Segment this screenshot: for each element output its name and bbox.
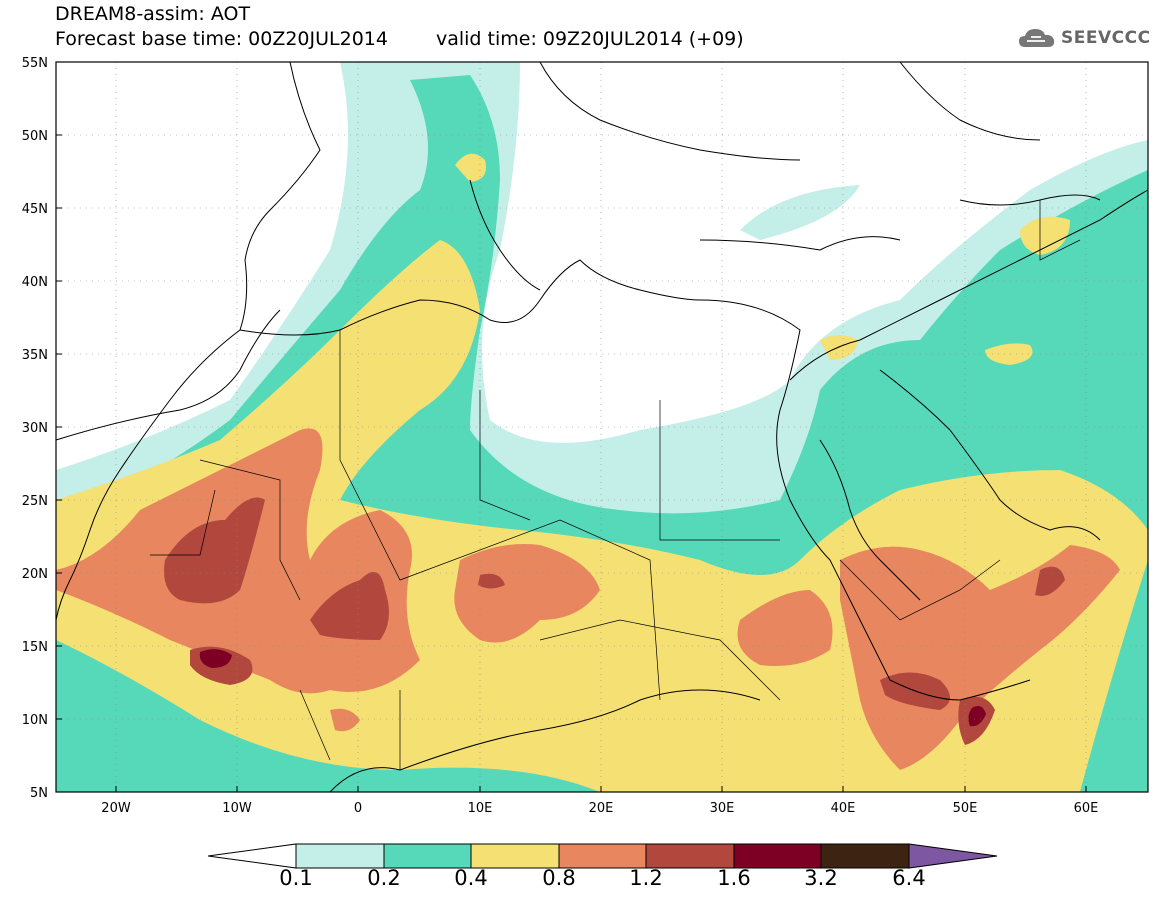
colorbar-segment bbox=[733, 843, 822, 869]
lon-label: 30E bbox=[710, 801, 735, 816]
lon-label: 10E bbox=[468, 801, 493, 816]
lat-label: 35N bbox=[22, 348, 48, 363]
lon-label: 40E bbox=[831, 801, 856, 816]
lon-labels: 20W 10W 0 10E 20E 30E 40E 50E 60E bbox=[101, 801, 1098, 816]
lon-label: 20E bbox=[589, 801, 614, 816]
colorbar-low-arrow bbox=[207, 843, 297, 869]
lat-label: 25N bbox=[22, 494, 48, 509]
lat-label: 10N bbox=[22, 713, 48, 728]
colorbar-segment bbox=[383, 843, 472, 869]
aot-band-1.6 bbox=[199, 649, 986, 727]
graticule bbox=[56, 62, 1148, 792]
colorbar-label: 6.4 bbox=[892, 866, 926, 890]
logo-text: SEEVCCC bbox=[1061, 28, 1151, 48]
map-title: DREAM8-assim: AOT bbox=[55, 3, 251, 25]
colorbar-label: 3.2 bbox=[804, 866, 838, 890]
colorbar-label: 0.2 bbox=[367, 866, 401, 890]
colorbar-segment bbox=[558, 843, 647, 869]
lon-label: 60E bbox=[1074, 801, 1099, 816]
lon-label: 50E bbox=[953, 801, 978, 816]
base-time: Forecast base time: 00Z20JUL2014 bbox=[55, 28, 388, 50]
colorbar-label: 0.8 bbox=[542, 866, 576, 890]
colorbar-label: 0.4 bbox=[454, 866, 488, 890]
cloud-icon bbox=[1019, 29, 1055, 47]
lat-label: 30N bbox=[22, 421, 48, 436]
lon-label: 20W bbox=[101, 801, 131, 816]
colorbar-label: 0.1 bbox=[279, 866, 313, 890]
colorbar bbox=[207, 843, 998, 869]
colorbar-segment bbox=[645, 843, 735, 869]
lon-label: 0 bbox=[354, 801, 362, 816]
lat-label: 50N bbox=[22, 129, 48, 144]
colorbar-label: 1.2 bbox=[629, 866, 663, 890]
colorbar-segment bbox=[295, 843, 385, 869]
lat-label: 5N bbox=[30, 786, 48, 801]
lat-label: 15N bbox=[22, 640, 48, 655]
valid-time: valid time: 09Z20JUL2014 (+09) bbox=[435, 28, 744, 50]
political-borders bbox=[150, 200, 1081, 770]
lat-label: 20N bbox=[22, 567, 48, 582]
colorbar-high-arrow bbox=[908, 843, 998, 869]
axis-ticks bbox=[56, 134, 1087, 792]
lat-label: 40N bbox=[22, 275, 48, 290]
colorbar-label: 1.6 bbox=[717, 866, 751, 890]
lon-label: 10W bbox=[222, 801, 252, 816]
colorbar-segment bbox=[470, 843, 560, 869]
lat-label: 55N bbox=[22, 56, 48, 71]
coastlines bbox=[55, 61, 1149, 793]
seevccc-logo: SEEVCCC bbox=[1017, 25, 1151, 51]
lat-label: 45N bbox=[22, 202, 48, 217]
lat-labels: 5N 10N 15N 20N 25N 30N 35N 40N 45N 50N 5… bbox=[22, 56, 48, 801]
forecast-times: Forecast base time: 00Z20JUL2014 valid ti… bbox=[55, 28, 744, 50]
colorbar-segment bbox=[820, 843, 910, 869]
